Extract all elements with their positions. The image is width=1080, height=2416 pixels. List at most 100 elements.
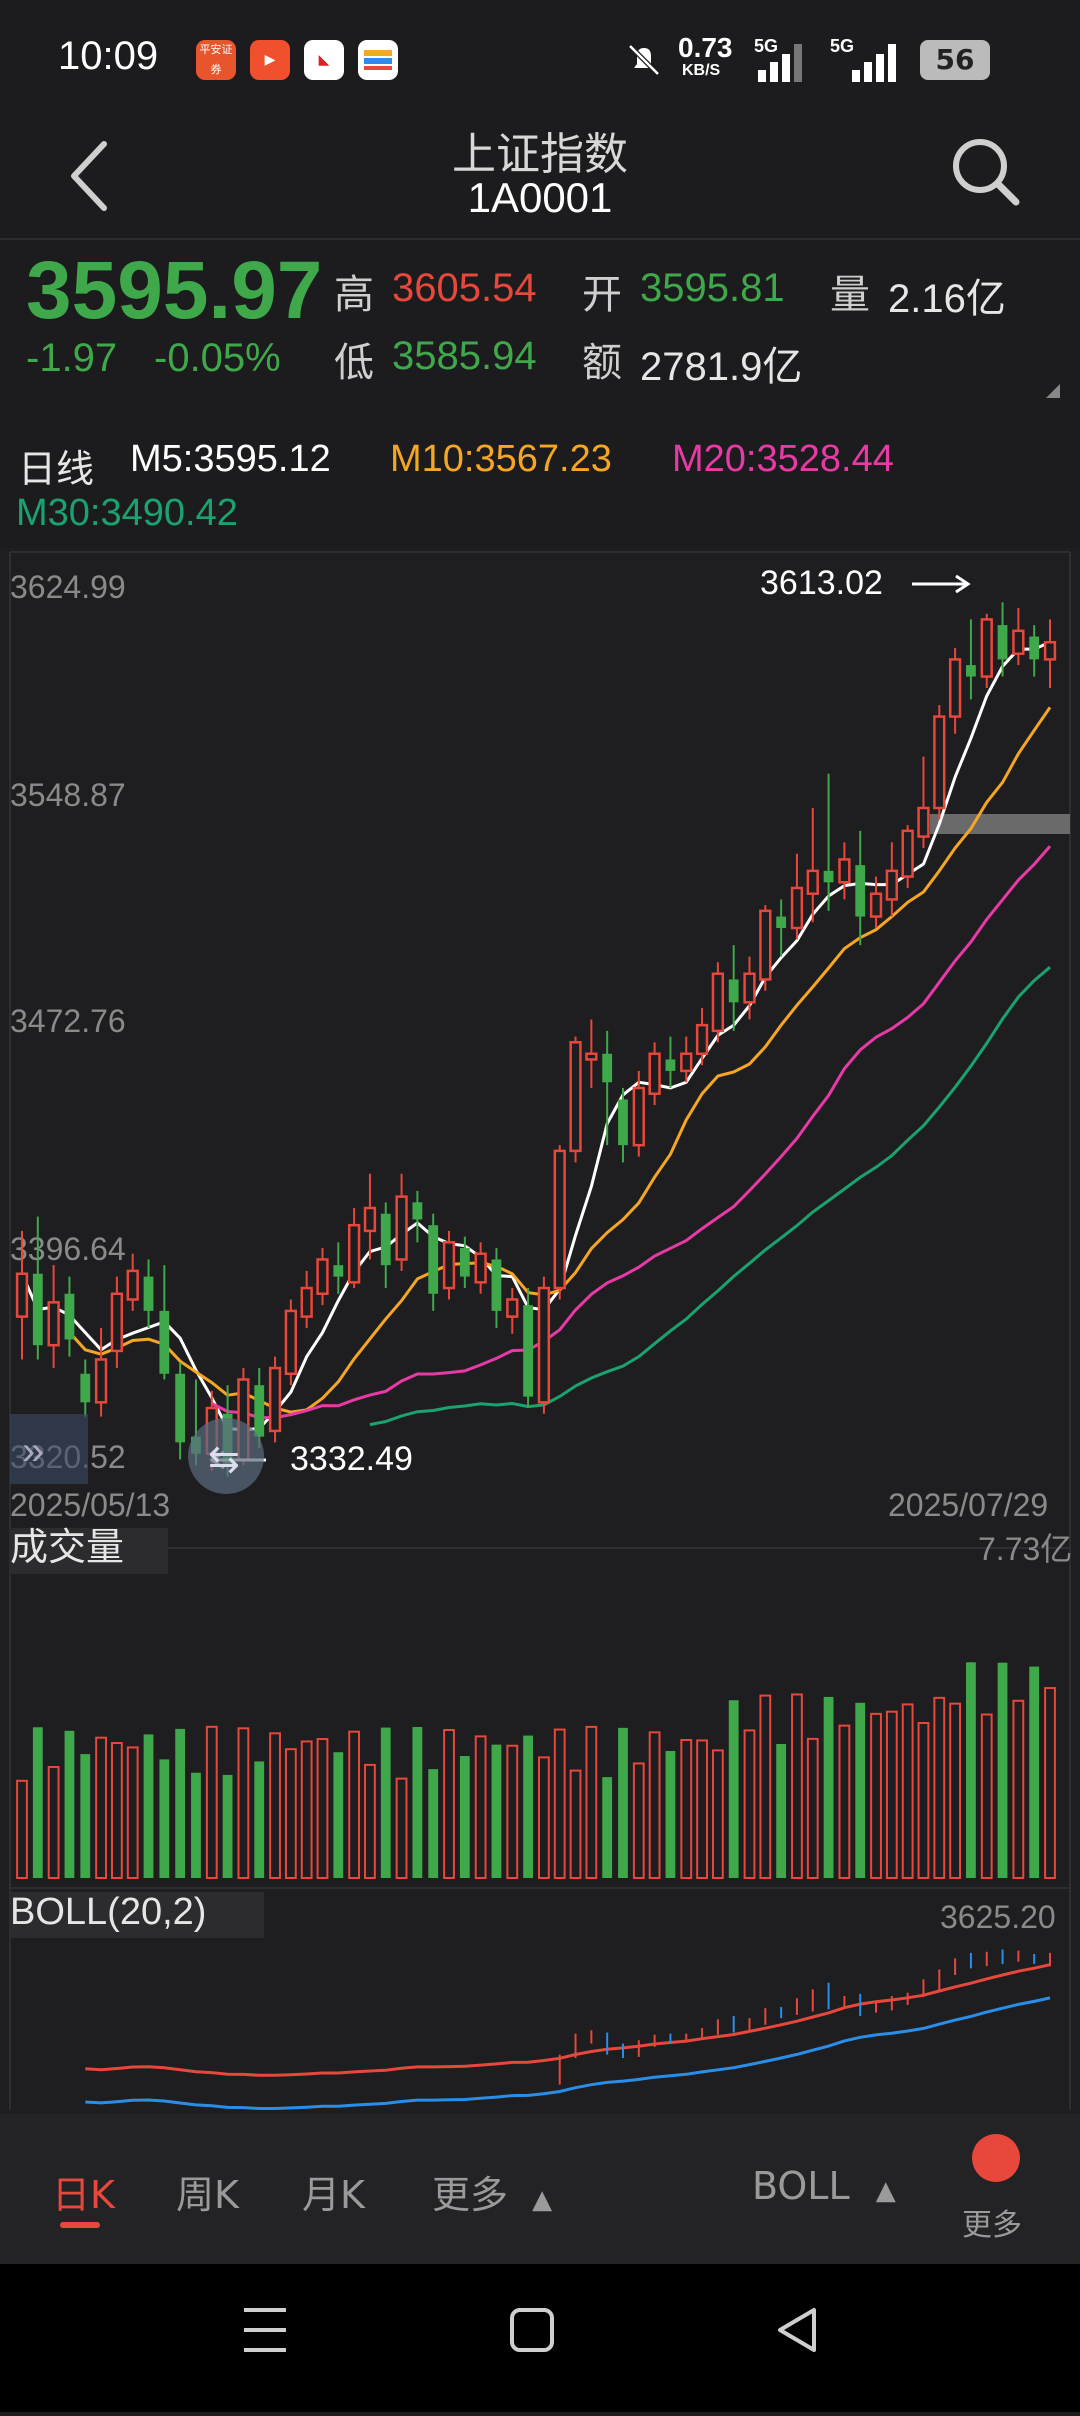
ma20-line [211, 845, 1052, 1420]
candle-up [395, 1195, 408, 1261]
volume-value: 2.16亿 [888, 277, 1006, 321]
candle-up [695, 1023, 709, 1055]
volume-bar-down [459, 1756, 470, 1878]
signal-label-1: 5G [754, 36, 779, 56]
candle-up [917, 806, 930, 838]
ma30-label: M30:3490.42 [16, 492, 238, 534]
candle-up [1043, 641, 1057, 661]
more-fab-button[interactable] [972, 2134, 1020, 2182]
back-triangle-icon[interactable] [778, 2308, 816, 2352]
expand-corner-icon[interactable] [1046, 384, 1060, 398]
tab-month-k[interactable]: 月K [302, 2173, 365, 2217]
candle-down [380, 1213, 391, 1266]
y-tick-label: 3472.76 [10, 1003, 126, 1039]
status-bar: 10:09 平安证券 ▶ ◣ 0.73 KB/S 5G 5G 56 [0, 0, 1080, 110]
candle-up [126, 1269, 139, 1301]
volume-bar-up [284, 1748, 297, 1879]
kline-chart-area[interactable]: 3624.99 3548.87 3472.76 3396.64 3320.52 … [0, 548, 1080, 2114]
volume-bar-up [95, 1736, 107, 1879]
candle-up [94, 1358, 108, 1404]
candle-up [268, 1366, 282, 1433]
ma-legend: 日线 M5:3595.12 M10:3567.23 M20:3528.44 M3… [0, 438, 1080, 548]
price-band-marker [930, 814, 1070, 834]
net-speed: 0.73 [678, 32, 733, 63]
candle-up [838, 858, 851, 884]
candle-up [537, 1286, 551, 1404]
candle-up [933, 715, 946, 810]
tab-week-k[interactable]: 周K [176, 2173, 239, 2217]
volume-bar-down [823, 1696, 834, 1878]
low-label: 低 [334, 340, 374, 386]
volume-bar-up [696, 1739, 708, 1879]
kline-chart[interactable]: 3624.99 3548.87 3472.76 3396.64 3320.52 … [0, 548, 1080, 2114]
menu-icon[interactable] [244, 2308, 286, 2352]
volume-bar-down [602, 1777, 613, 1878]
tab-more[interactable]: 更多 ▲ [432, 2164, 552, 2219]
volume-bar-up [110, 1742, 123, 1879]
volume-bar-up [348, 1730, 361, 1879]
system-nav-bar [0, 2264, 1080, 2412]
candle-up [110, 1292, 124, 1353]
quote-panel[interactable]: 3595.97 -1.97 -0.05% 高 3605.54 低 3585.94… [0, 238, 1080, 408]
signal-label-2: 5G [830, 36, 855, 56]
period-label: 日线 [18, 447, 95, 491]
search-button[interactable] [946, 132, 1026, 212]
mute-icon [624, 40, 664, 86]
volume-bar-up [316, 1738, 329, 1879]
volume-bar-down [80, 1754, 91, 1878]
indicator-label: BOLL [752, 2164, 850, 2208]
volume-bar-down [333, 1752, 344, 1878]
kline-tab-bar: 日K 周K 月K 更多 ▲ BOLL ▲ 更多 [0, 2114, 1080, 2264]
candle-down [776, 916, 787, 929]
volume-bar-up [870, 1712, 882, 1879]
volume-bar-up [126, 1746, 139, 1880]
ma10-line [68, 706, 1052, 1414]
volume-bar-up [569, 1769, 582, 1879]
volume-bar-down [412, 1727, 423, 1878]
volume-bar-up [237, 1727, 250, 1879]
candle-up [743, 972, 756, 1004]
tab-more-label: 更多 [432, 2173, 509, 2217]
volume-bar-up [806, 1737, 819, 1880]
volume-bar-up [553, 1728, 566, 1880]
tab-day-k[interactable]: 日K [52, 2173, 115, 2217]
current-price: 3595.97 [26, 245, 323, 336]
boll-title: BOLL(20,2) [10, 1891, 206, 1933]
volume-bar-up [16, 1779, 28, 1880]
home-icon[interactable] [510, 2308, 554, 2352]
candle-down [333, 1265, 344, 1277]
candle-down [491, 1259, 502, 1311]
volume-bar-down [618, 1727, 628, 1878]
candle-up [680, 1052, 693, 1073]
boll-upper-line [85, 1963, 1051, 2077]
low-marker-label: 3332.49 [290, 1440, 413, 1478]
volume-bar-up [364, 1763, 376, 1879]
volume-bar-down [191, 1772, 201, 1878]
reset-zoom-button[interactable]: ⇆ [188, 1418, 264, 1494]
back-button[interactable] [64, 136, 124, 216]
candle-down [728, 979, 739, 1003]
volume-bar-down [428, 1769, 439, 1878]
volume-bar-down [380, 1727, 391, 1878]
volume-bar-up [885, 1710, 898, 1879]
net-speed-unit: KB/S [682, 62, 721, 79]
amount-label: 额 [582, 340, 622, 386]
swap-arrows-icon: ⇆ [208, 1439, 240, 1481]
volume-bar-up [269, 1732, 281, 1879]
price-change: -1.97 [26, 336, 118, 380]
candle-up [711, 972, 725, 1033]
candle-up [648, 1052, 661, 1095]
indicator-selector[interactable]: BOLL ▲ [752, 2164, 896, 2208]
volume-bar-down [159, 1759, 170, 1878]
collapse-sidebar-button[interactable]: » [10, 1414, 88, 1484]
candle-up [553, 1149, 566, 1290]
volume-label: 量 [830, 272, 870, 318]
pingan-app-icon: 平安证券 [196, 40, 236, 80]
volume-bar-up [759, 1694, 772, 1880]
high-label: 高 [334, 272, 374, 318]
triangle-up-icon: ▲ [875, 2176, 896, 2206]
high-marker-label: 3613.02 [760, 564, 883, 602]
candle-up [300, 1286, 313, 1318]
low-value: 3585.94 [392, 334, 537, 378]
active-tab-indicator [60, 2222, 100, 2228]
